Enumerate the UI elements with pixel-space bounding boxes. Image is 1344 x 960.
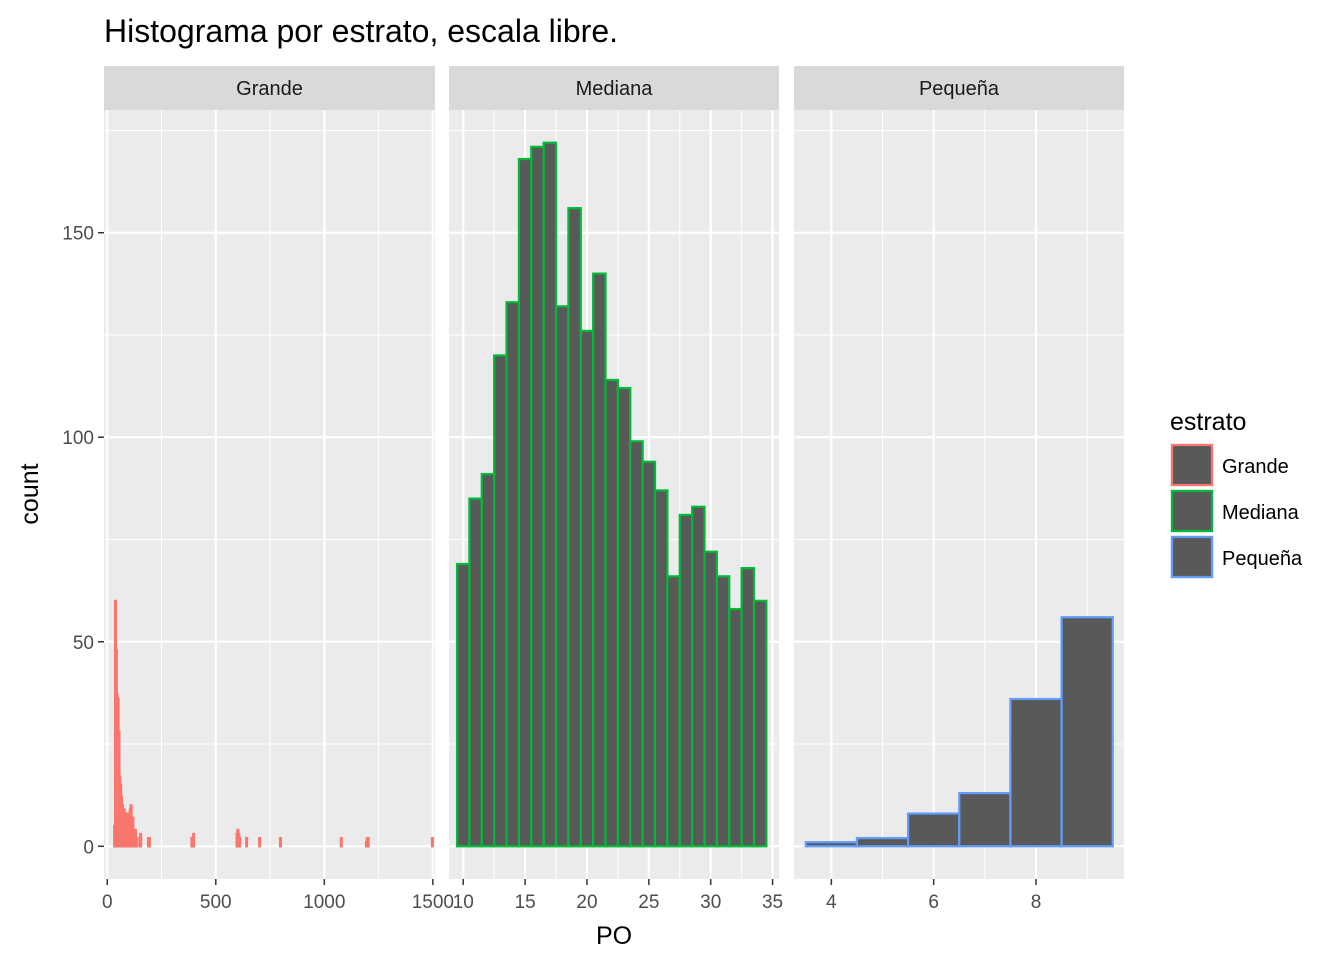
y-tick-label: 50	[73, 633, 94, 654]
bar-mediana-23	[740, 567, 756, 848]
bar-mediana-10	[579, 329, 595, 848]
legend: estrato Grande Mediana Pequeña	[1170, 408, 1303, 579]
strip-pequena-bg	[794, 66, 1124, 110]
strip-mediana-label: Mediana	[576, 78, 654, 100]
bar-mediana-18	[678, 513, 694, 848]
x-tick-label: 15	[515, 892, 536, 913]
panel-grande: Grande 0 500 1000 1500 0 50 100 150	[62, 66, 454, 913]
bar-grande-39	[278, 836, 282, 848]
legend-label-grande: Grande	[1222, 456, 1289, 478]
x-axis-label: PO	[596, 922, 632, 950]
x-tick-label: 1000	[303, 892, 345, 913]
x-tick-label: 4	[826, 892, 837, 913]
bar-grande-38	[258, 836, 262, 848]
bar-mediana-22	[728, 607, 743, 848]
facet-panels: Grande 0 500 1000 1500 0 50 100 150 Mediana 10 15 20…	[62, 66, 1124, 913]
legend-label-mediana: Mediana	[1222, 502, 1300, 524]
legend-key-pequena	[1170, 535, 1214, 579]
bar-mediana-9	[567, 207, 582, 848]
x-tick-label: 25	[638, 892, 659, 913]
bar-mediana-15	[641, 460, 657, 848]
panel-mediana: Mediana 10 15 20 25 30 35	[449, 66, 783, 913]
bar-mediana-20	[703, 550, 718, 848]
bar-grande-29	[147, 836, 151, 848]
x-tick-label: 1500	[412, 892, 454, 913]
bar-pequena-4	[1009, 697, 1063, 848]
bar-mediana-3	[493, 354, 508, 848]
legend-key-grande	[1170, 443, 1214, 487]
strip-mediana-bg	[449, 66, 779, 110]
x-tick-label: 8	[1031, 892, 1042, 913]
strip-pequena-label: Pequeña	[919, 78, 1000, 100]
bar-mediana-12	[604, 378, 619, 848]
bar-mediana-11	[592, 272, 607, 848]
x-tick-label: 10	[453, 892, 474, 913]
bar-mediana-2	[480, 472, 496, 848]
bar-grande-32	[192, 832, 196, 848]
bar-mediana-17	[666, 575, 681, 848]
strip-grande-label: Grande	[236, 78, 303, 100]
bar-pequena-3	[958, 792, 1012, 848]
bar-pequena-2	[906, 812, 961, 848]
bar-grande-43	[366, 836, 370, 848]
bar-mediana-13	[616, 387, 632, 848]
bar-mediana-6	[530, 145, 545, 848]
y-axis-label: count	[16, 463, 44, 524]
bar-pequena-1	[855, 836, 910, 848]
chart-title: Histograma por estrato, escala libre.	[104, 13, 618, 49]
bar-mediana-5	[517, 157, 533, 848]
bar-pequena-5	[1060, 616, 1114, 848]
bar-mediana-19	[691, 505, 706, 848]
bar-mediana-14	[629, 440, 644, 848]
legend-key-mediana	[1170, 489, 1214, 533]
bar-mediana-16	[653, 489, 669, 848]
panel-pequena: Pequeña 4 6 8	[794, 66, 1124, 913]
strip-grande-bg	[104, 66, 435, 110]
legend-label-pequena: Pequeña	[1222, 548, 1303, 570]
x-tick-label: 30	[700, 892, 721, 913]
x-tick-label: 0	[102, 892, 113, 913]
bar-pequena-0	[804, 841, 859, 848]
bar-grande-25	[134, 836, 138, 848]
bar-grande-40	[339, 836, 343, 848]
legend-title: estrato	[1170, 408, 1246, 436]
x-tick-label: 35	[762, 892, 783, 913]
bar-mediana-7	[542, 141, 558, 848]
y-tick-label: 150	[62, 224, 94, 245]
bar-mediana-21	[715, 575, 731, 848]
bar-mediana-1	[468, 497, 483, 848]
x-tick-label: 20	[576, 892, 597, 913]
bar-grande-36	[238, 836, 242, 848]
bar-mediana-24	[752, 599, 768, 848]
bar-mediana-4	[505, 301, 521, 848]
bar-grande-44	[430, 836, 434, 848]
y-tick-label: 100	[62, 428, 94, 449]
x-tick-label: 500	[200, 892, 232, 913]
bar-grande-37	[245, 836, 249, 848]
bar-mediana-0	[455, 562, 471, 848]
bar-mediana-8	[554, 305, 570, 848]
plot-grande-bg	[104, 110, 435, 879]
y-tick-label: 0	[83, 837, 94, 858]
bar-grande-27	[139, 832, 143, 848]
x-tick-label: 6	[928, 892, 939, 913]
